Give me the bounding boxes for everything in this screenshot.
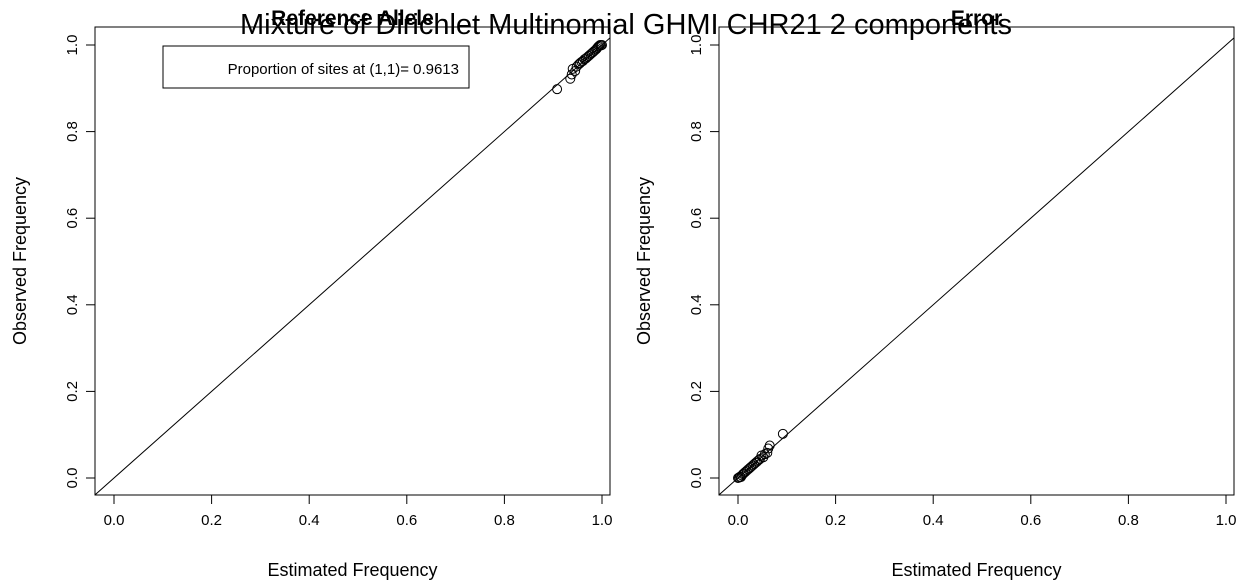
data-point (597, 40, 607, 50)
y-axis-label: Observed Frequency (634, 177, 654, 345)
x-axis-ticks: 0.0 0.2 0.4 0.6 0.8 1.0 (728, 495, 1237, 529)
panel-title: Reference Allele (271, 7, 434, 30)
x-tick-label: 0.0 (728, 512, 749, 529)
main-title: Mixture of Dirichlet Multinomial GHMI CH… (240, 9, 1012, 41)
y-tick-label: 1.0 (64, 35, 81, 56)
x-axis-label: Estimated Frequency (891, 560, 1061, 580)
y-tick-label: 0.0 (64, 468, 81, 489)
x-tick-label: 0.6 (396, 512, 417, 529)
y-axis-ticks: 0.0 0.2 0.4 0.6 0.8 1.0 (688, 35, 719, 489)
data-point (762, 447, 773, 458)
annotation-box: Proportion of sites at (1,1)= 0.9613 (162, 45, 470, 89)
x-tick-label: 0.8 (494, 512, 515, 529)
data-point (764, 440, 775, 451)
data-point (753, 455, 764, 466)
data-point (566, 69, 577, 80)
data-point (777, 428, 788, 439)
plot-frame (718, 26, 1235, 496)
y-tick-label: 0.2 (64, 381, 81, 402)
x-tick-label: 0.4 (923, 512, 944, 529)
y-axis-ticks: 0.0 0.2 0.4 0.6 0.8 1.0 (64, 35, 95, 489)
x-tick-label: 1.0 (1216, 512, 1237, 529)
panel-title: Error (951, 7, 1002, 30)
plot-frame (94, 26, 611, 496)
y-tick-label: 1.0 (688, 35, 705, 56)
scatter-points (552, 40, 607, 95)
x-tick-label: 0.6 (1020, 512, 1041, 529)
x-tick-label: 0.0 (104, 512, 125, 529)
y-axis-label: Observed Frequency (10, 177, 30, 345)
y-tick-label: 0.8 (688, 121, 705, 142)
x-tick-label: 0.2 (201, 512, 222, 529)
y-tick-label: 0.2 (688, 381, 705, 402)
annotation-frame (162, 45, 470, 89)
x-tick-label: 0.8 (1118, 512, 1139, 529)
panel-reference-allele: Reference Allele Estimated Frequency Obs… (10, 7, 612, 580)
x-tick-label: 1.0 (592, 512, 613, 529)
data-point (552, 84, 563, 95)
scatter-points (733, 428, 788, 483)
y-tick-label: 0.4 (64, 294, 81, 315)
identity-line (94, 37, 611, 496)
y-tick-label: 0.6 (64, 208, 81, 229)
x-axis-label: Estimated Frequency (267, 560, 437, 580)
y-tick-label: 0.6 (688, 208, 705, 229)
annotation-text: Proportion of sites at (1,1)= 0.9613 (228, 61, 459, 78)
identity-line (718, 37, 1235, 496)
x-tick-label: 0.2 (825, 512, 846, 529)
panel-error: Error Estimated Frequency Observed Frequ… (634, 7, 1236, 580)
data-point (759, 449, 770, 460)
y-tick-label: 0.0 (688, 468, 705, 489)
x-tick-label: 0.4 (299, 512, 320, 529)
data-point (565, 73, 576, 84)
x-axis-ticks: 0.0 0.2 0.4 0.6 0.8 1.0 (104, 495, 613, 529)
y-tick-label: 0.4 (688, 294, 705, 315)
data-point (570, 65, 581, 76)
y-tick-label: 0.8 (64, 121, 81, 142)
